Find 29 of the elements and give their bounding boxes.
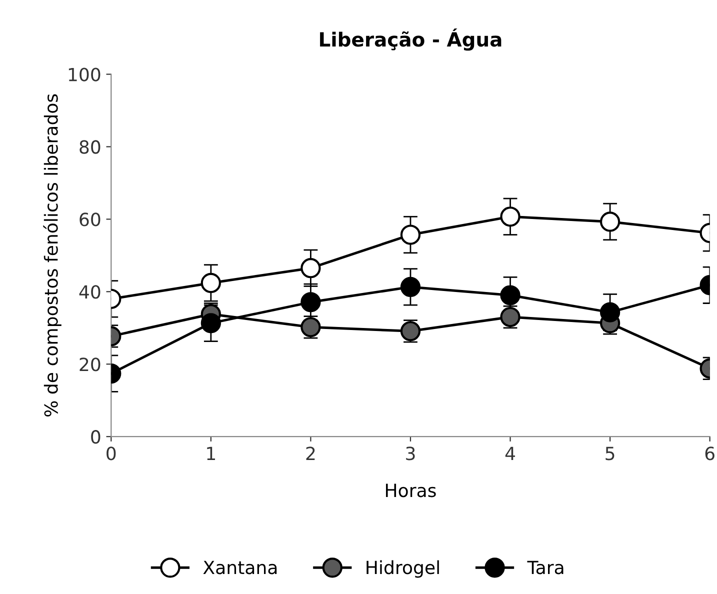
x-tick-label: 4 [505,446,515,460]
x-tick-label: 0 [106,446,116,460]
point [300,292,321,312]
x-tick-label: 2 [306,446,315,460]
point [500,206,520,227]
x-tick-label: 3 [406,446,415,460]
y-tick-label: 20 [80,358,100,372]
y-tick-label: 80 [80,140,100,154]
point [300,258,321,278]
point [600,302,620,322]
x-tick-label: 6 [705,446,714,460]
legend-label: Tara [527,560,564,574]
y-tick-label: 60 [80,212,100,226]
x-tick-label: 5 [606,446,614,460]
x-axis-title: Horas [386,484,436,498]
point [200,272,221,294]
legend-label: Xantana [203,560,277,574]
x-tick-label: 1 [207,446,215,460]
y-axis-title: % de compostos fenólicos liberados [43,94,62,416]
point [600,212,620,232]
legend-label: Hidrogel [366,560,439,578]
point [500,285,520,306]
point [400,276,421,298]
y-tick-label: 40 [79,285,100,299]
point [200,313,221,334]
point [400,224,421,245]
y-tick-label: 0 [91,430,100,444]
y-tick-label: 100 [68,68,100,82]
chart-title: Liberação - Água [320,28,502,51]
